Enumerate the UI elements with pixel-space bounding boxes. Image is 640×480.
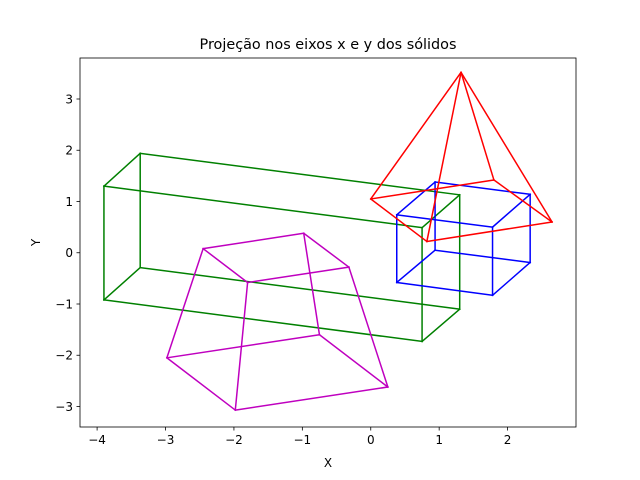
solid-2-edge-5 bbox=[395, 249, 437, 284]
x-tick-label: −3 bbox=[157, 433, 175, 447]
solid-1-edge-3 bbox=[421, 193, 461, 229]
x-tick-label: −4 bbox=[88, 433, 106, 447]
x-tick-label: 2 bbox=[504, 433, 512, 447]
solid-4-edge-1 bbox=[202, 232, 305, 250]
x-tick-label: 1 bbox=[435, 433, 443, 447]
x-axis-ticks: −4 −3 −2 −1 0 1 2 bbox=[88, 427, 511, 447]
solid-4-edge-5 bbox=[166, 333, 321, 359]
solid-1-edge-1 bbox=[102, 152, 142, 188]
solid-4-edge-9 bbox=[165, 247, 205, 359]
x-tick-label: 0 bbox=[367, 433, 375, 447]
solid-2-edge-4 bbox=[395, 213, 494, 228]
solid-2-edge-3 bbox=[491, 193, 532, 229]
solid-4-edge-11 bbox=[347, 266, 389, 388]
solid-1-edge-5 bbox=[102, 266, 142, 301]
solid-3-edge-2 bbox=[426, 221, 553, 243]
plot-area bbox=[79, 57, 577, 428]
solid-edges bbox=[102, 71, 554, 412]
solid-2-edge-2 bbox=[434, 181, 531, 196]
y-axis-label: Y bbox=[29, 238, 43, 247]
solid-4-edge-2 bbox=[302, 232, 350, 269]
solid-4-edge-12 bbox=[234, 281, 249, 411]
solid-4-edge-3 bbox=[246, 266, 350, 284]
solid-4-edge-10 bbox=[302, 232, 321, 336]
chart-title: Projeção nos eixos x e y dos sólidos bbox=[200, 37, 457, 53]
solid-4-edge-7 bbox=[234, 386, 389, 411]
y-tick-label: −1 bbox=[55, 297, 73, 311]
solid-2-edge-7 bbox=[491, 261, 532, 297]
x-tick-label: −2 bbox=[225, 433, 243, 447]
y-tick-label: −3 bbox=[55, 400, 73, 414]
y-tick-label: 2 bbox=[65, 144, 73, 158]
solid-2-edge-6 bbox=[434, 249, 531, 264]
solid-4-edge-4 bbox=[202, 247, 249, 284]
solid-3-edge-4 bbox=[369, 179, 495, 200]
solid-3-edge-3 bbox=[492, 178, 554, 224]
y-axis-ticks: −3 −2 −1 0 1 2 3 bbox=[55, 92, 80, 414]
solid-3-edge-7 bbox=[460, 71, 554, 224]
solid-2-edge-1 bbox=[395, 180, 437, 216]
solid-1-edge-2 bbox=[139, 152, 461, 196]
y-tick-label: 3 bbox=[65, 92, 73, 106]
solid-1-edge-6 bbox=[139, 266, 461, 310]
solid-3-edge-6 bbox=[425, 71, 462, 243]
solid-2-edge-8 bbox=[395, 281, 494, 297]
solid-3-edge-1 bbox=[369, 197, 428, 243]
solid-4-edge-8 bbox=[165, 356, 237, 412]
solid-1-edge-4 bbox=[103, 185, 423, 229]
solid-3-edge-8 bbox=[460, 71, 495, 181]
solid-3-edge-5 bbox=[369, 71, 463, 200]
solid-4-edge-6 bbox=[318, 333, 389, 389]
solid-1-edge-7 bbox=[421, 308, 461, 343]
x-tick-label: −1 bbox=[293, 433, 311, 447]
axes-frame bbox=[79, 57, 577, 428]
y-tick-label: −2 bbox=[55, 349, 73, 363]
y-tick-label: 0 bbox=[65, 246, 73, 260]
x-axis-label: X bbox=[324, 456, 332, 470]
solid-1-edge-8 bbox=[103, 299, 423, 343]
y-tick-label: 1 bbox=[65, 195, 73, 209]
